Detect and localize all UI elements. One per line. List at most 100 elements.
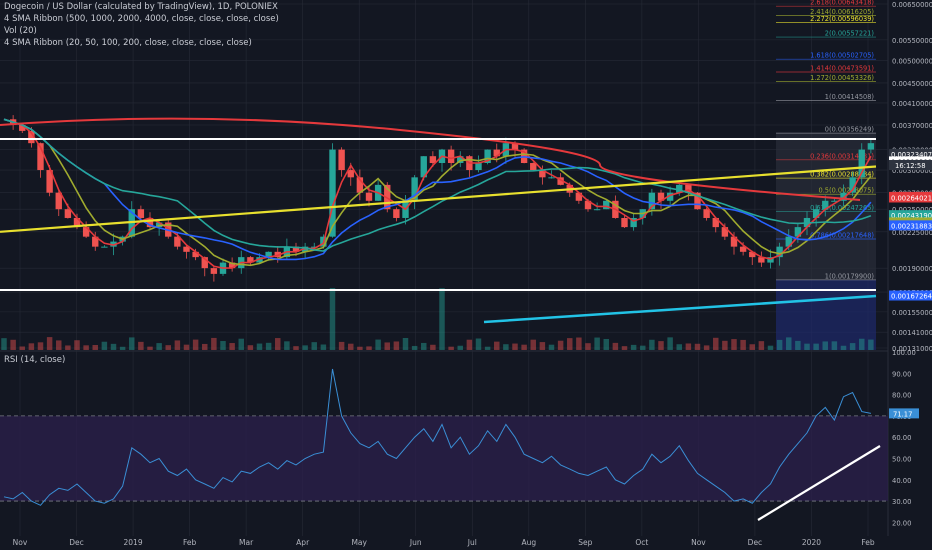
- y-tick-label: 0.00500000: [892, 57, 932, 65]
- y-tick-label: 0.00450000: [892, 80, 932, 88]
- volume-bar: [211, 337, 217, 350]
- volume-bar: [411, 345, 418, 350]
- volume-bar: [749, 344, 755, 350]
- candle-body: [429, 156, 437, 164]
- candle-body: [511, 143, 519, 150]
- candle-body: [256, 257, 263, 263]
- countdown-timer: 16:12:58: [895, 162, 926, 170]
- volume-bar: [256, 343, 263, 350]
- volume-bar: [813, 343, 819, 350]
- price-tag-bg: [889, 192, 932, 203]
- volume-bar: [667, 337, 673, 350]
- candle-body: [849, 177, 856, 193]
- candle-body: [311, 246, 318, 248]
- x-tick-label: Oct: [635, 538, 648, 547]
- rsi-current-value: 71.17: [893, 410, 912, 418]
- rsi-tick-label: 60.00: [892, 434, 911, 442]
- x-tick-label: Feb: [861, 538, 875, 547]
- candle-body: [329, 149, 336, 237]
- x-tick-label: Jun: [409, 538, 422, 547]
- candle-body: [749, 251, 756, 258]
- rsi-tick-label: 30.00: [892, 498, 911, 506]
- candle-body: [55, 192, 62, 210]
- x-tick-label: Dec: [748, 538, 763, 547]
- volume-bar: [10, 339, 16, 350]
- fib-level-label: 0(0.00356249): [825, 126, 874, 134]
- x-tick-label: 2020: [802, 538, 821, 547]
- x-tick-label: Nov: [691, 538, 706, 547]
- volume-bar: [439, 288, 445, 350]
- volume-bar: [28, 343, 35, 350]
- sma-line: [3, 118, 872, 261]
- candle-body: [584, 200, 592, 210]
- fib-level-label: 2.414(0.00616205): [810, 8, 874, 16]
- volume-bar: [603, 338, 609, 350]
- sma-long-line: [0, 117, 861, 201]
- candle-body: [457, 156, 464, 164]
- candle-body: [776, 246, 783, 258]
- volume-bar: [466, 339, 473, 350]
- candle-body: [110, 241, 117, 247]
- volume-bar: [37, 342, 44, 350]
- candle-body: [730, 236, 738, 247]
- volume-bar: [786, 337, 792, 350]
- candle-body: [146, 217, 154, 228]
- candle-body: [201, 257, 208, 269]
- volume-bar: [110, 343, 117, 350]
- x-tick-label: Aug: [521, 538, 536, 547]
- indicator-ribbon-short[interactable]: 4 SMA Ribbon (20, 50, 100, 200, close, c…: [4, 38, 252, 48]
- candle-body: [621, 217, 628, 228]
- volume-bar: [612, 342, 619, 350]
- price-tag: 0.00167264: [891, 293, 932, 301]
- y-tick-label: 0.00550000: [892, 37, 932, 45]
- volume-bar: [494, 341, 500, 350]
- volume-bar: [101, 341, 108, 350]
- candle-body: [265, 251, 272, 258]
- rsi-title[interactable]: RSI (14, close): [4, 355, 66, 365]
- fib-level-label: 0.236(0.00314631): [810, 152, 874, 160]
- price-tag-bg: [889, 148, 932, 159]
- volume-bar: [585, 343, 591, 350]
- candle-body: [64, 209, 72, 218]
- price-tag: 0.00323407: [891, 151, 932, 159]
- rsi-line: [3, 368, 871, 506]
- candle-body: [137, 209, 145, 218]
- rsi-tick-label: 40.00: [892, 477, 911, 485]
- fib-level-label: 0.5(0.00268075): [819, 187, 874, 195]
- symbol-title[interactable]: Dogecoin / US Dollar (calculated by Trad…: [4, 2, 278, 12]
- volume-bar: [366, 346, 372, 350]
- volume-bar: [740, 339, 746, 350]
- rsi-trendline: [757, 445, 881, 521]
- candle-body: [785, 236, 792, 247]
- volume-bar: [840, 345, 847, 350]
- volume-bar: [548, 344, 555, 350]
- candle-body: [657, 192, 665, 201]
- candle-body: [174, 236, 181, 247]
- indicator-volume[interactable]: Vol (20): [4, 26, 37, 36]
- volume-bar: [557, 340, 564, 350]
- volume-bar: [348, 343, 354, 350]
- indicator-ribbon-long[interactable]: 4 SMA Ribbon (500, 1000, 2000, 4000, clo…: [4, 14, 279, 24]
- x-tick-label: May: [351, 538, 367, 547]
- sma-line: [3, 118, 872, 252]
- candle-body: [694, 192, 701, 210]
- candle-body: [73, 217, 81, 228]
- volume-bar: [530, 339, 536, 350]
- volume-trendline: [483, 294, 877, 324]
- volume-bar: [156, 343, 162, 350]
- volume-bar: [731, 339, 737, 350]
- candle-body: [420, 156, 427, 178]
- volume-bar: [722, 340, 728, 350]
- candle-body: [210, 268, 218, 274]
- sma-line: [3, 118, 872, 267]
- volume-bar: [384, 342, 390, 350]
- candle-body: [630, 217, 637, 228]
- candle-body: [831, 200, 838, 202]
- volume-bar: [630, 344, 637, 350]
- candle-body: [393, 209, 400, 218]
- volume-bar: [685, 343, 692, 350]
- fib-level-label: 1(0.00414508): [825, 93, 874, 101]
- volume-bar: [393, 341, 400, 350]
